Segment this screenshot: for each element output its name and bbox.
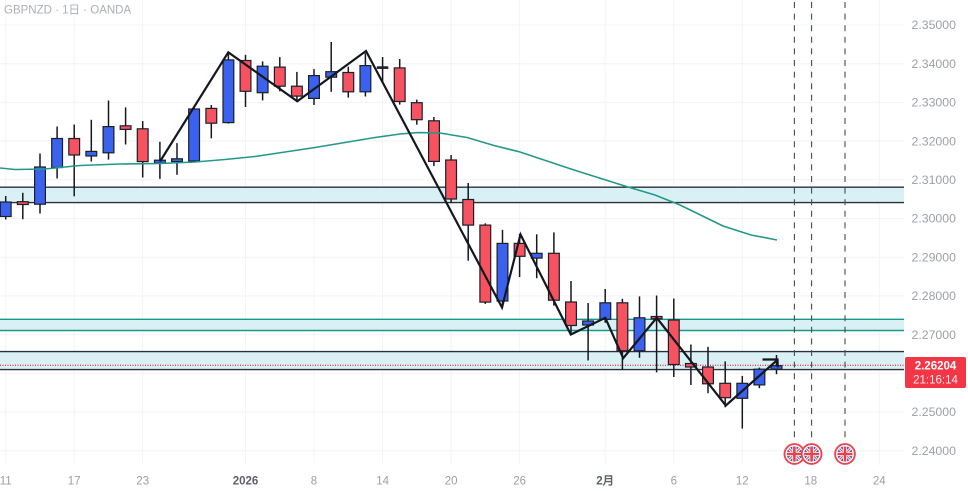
svg-text:14: 14 <box>376 476 389 488</box>
svg-text:2.30000: 2.30000 <box>912 212 957 226</box>
svg-text:2.35000: 2.35000 <box>912 18 957 32</box>
svg-text:2.33000: 2.33000 <box>912 96 957 110</box>
svg-text:2.32000: 2.32000 <box>912 134 957 148</box>
svg-text:2.24000: 2.24000 <box>912 444 957 458</box>
svg-text:2.31000: 2.31000 <box>912 173 957 187</box>
svg-text:26: 26 <box>513 476 526 488</box>
svg-text:24: 24 <box>873 476 886 488</box>
svg-text:2026: 2026 <box>233 476 259 488</box>
svg-text:23: 23 <box>136 476 149 488</box>
svg-text:2.27000: 2.27000 <box>912 328 957 342</box>
svg-text:18: 18 <box>804 476 817 488</box>
svg-text:2.28000: 2.28000 <box>912 289 957 303</box>
svg-text:2.26204: 2.26204 <box>915 361 957 373</box>
svg-text:17: 17 <box>68 476 81 488</box>
svg-text:11: 11 <box>0 476 12 488</box>
svg-text:GBPNZD · 1日 · OANDA: GBPNZD · 1日 · OANDA <box>4 5 131 17</box>
svg-text:2.34000: 2.34000 <box>912 57 957 71</box>
svg-text:12: 12 <box>736 476 749 488</box>
svg-text:20: 20 <box>445 476 458 488</box>
svg-text:2.25000: 2.25000 <box>912 405 957 419</box>
svg-text:6: 6 <box>671 476 677 488</box>
svg-text:2月: 2月 <box>596 475 614 488</box>
svg-text:8: 8 <box>311 476 317 488</box>
svg-text:2.29000: 2.29000 <box>912 250 957 264</box>
svg-text:21:16:14: 21:16:14 <box>913 375 958 387</box>
